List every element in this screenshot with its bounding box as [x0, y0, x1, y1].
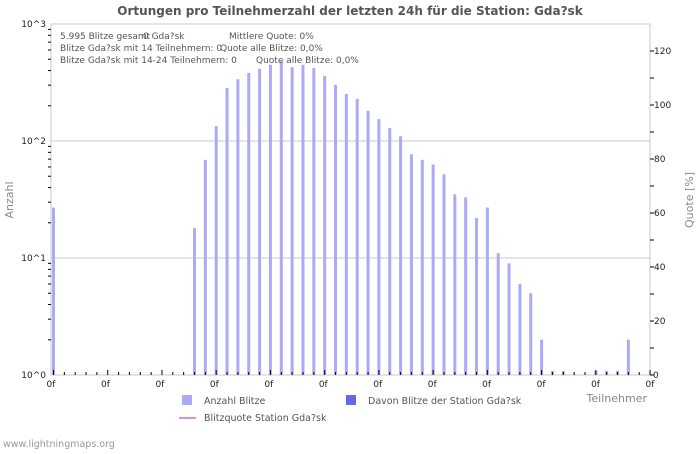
x-tick-label: 0f — [537, 380, 547, 390]
bar — [431, 164, 435, 375]
bar — [301, 64, 305, 375]
x-tick-label: 0f — [373, 380, 383, 390]
bar — [420, 159, 424, 375]
info-mean-quote: Mittlere Quote: 0% — [229, 32, 314, 42]
y-tick-label: 10^0 — [21, 371, 46, 381]
legend-label-quote: Blitzquote Station Gda?sk — [204, 413, 327, 424]
x-axis-label: Teilnehmer — [586, 392, 648, 405]
legend-label-station: Davon Blitze der Station Gda?sk — [368, 396, 522, 407]
left-y-axis: 10^0 10^1 10^2 10^3 — [21, 20, 51, 381]
x-tick-label: 0f — [428, 380, 438, 390]
info-14-24-quote: Quote alle Blitze: 0,0% — [256, 56, 359, 66]
y-tick-label: 10^1 — [21, 254, 46, 264]
info-14-quote: Quote alle Blitze: 0,0% — [220, 44, 323, 54]
y2-tick-label: 120 — [654, 47, 671, 57]
bar — [334, 84, 338, 376]
info-14-participants: Blitze Gda?sk mit 14 Teilnehmern: 0 — [60, 44, 222, 54]
bars — [52, 61, 630, 376]
bar — [399, 136, 403, 375]
footer-source: www.lightningmaps.org — [3, 439, 115, 450]
bar — [203, 159, 207, 375]
grid-lines — [51, 140, 650, 259]
bar — [344, 94, 348, 376]
x-tick-label: 0f — [47, 380, 57, 390]
chart-title: Ortungen pro Teilnehmerzahl der letzten … — [117, 4, 583, 18]
x-tick-label: 0f — [101, 380, 111, 390]
bar — [529, 293, 533, 375]
legend-swatch-anzahl — [182, 395, 192, 405]
plot-frame — [50, 23, 651, 376]
y-tick-label: 10^2 — [21, 137, 46, 147]
bar — [258, 68, 262, 375]
legend-swatch-station — [346, 395, 356, 405]
bar — [475, 217, 479, 375]
y-axis-label: Anzahl — [3, 181, 16, 218]
y2-tick-label: 80 — [654, 155, 666, 165]
x-axis: 0f 0f 0f 0f 0f 0f 0f 0f 0f 0f 0f 0f — [47, 370, 656, 390]
bar — [388, 128, 392, 375]
y2-tick-label: 40 — [654, 263, 666, 273]
bar — [540, 339, 544, 375]
bar — [52, 207, 55, 375]
bar — [442, 174, 446, 375]
bar — [453, 194, 457, 375]
info-total: 5.995 Blitze gesamt — [60, 32, 151, 42]
y2-tick-label: 100 — [654, 101, 671, 111]
legend-label-anzahl: Anzahl Blitze — [204, 396, 266, 407]
y2-tick-label: 60 — [654, 209, 666, 219]
info-station-count: 0 Gda?sk — [143, 32, 185, 42]
y-tick-label: 10^3 — [21, 20, 46, 30]
y2-axis-label: Quote [%] — [683, 172, 696, 228]
legend: Anzahl Blitze Davon Blitze der Station G… — [179, 395, 522, 424]
bar — [290, 67, 294, 376]
bar — [268, 64, 272, 375]
bar — [247, 72, 251, 375]
x-tick-label: 0f — [319, 380, 329, 390]
bar — [214, 126, 218, 375]
bar — [193, 228, 197, 375]
bar — [485, 207, 489, 375]
bar — [323, 75, 327, 376]
bar — [355, 98, 359, 376]
bar — [507, 263, 511, 375]
right-y-axis: 0 20 40 60 80 100 120 — [650, 47, 671, 381]
bar — [236, 79, 240, 375]
x-tick-label: 0f — [591, 380, 601, 390]
bar — [377, 119, 381, 375]
x-tick-label: 0f — [482, 380, 492, 390]
bar — [279, 61, 283, 375]
bar — [409, 154, 413, 375]
info-14-24-participants: Blitze Gda?sk mit 14-24 Teilnehmern: 0 — [60, 56, 237, 66]
y2-tick-label: 0 — [653, 371, 659, 381]
x-tick-label: 0f — [210, 380, 220, 390]
bar — [312, 68, 316, 375]
bar — [518, 283, 522, 375]
y2-tick-label: 20 — [654, 317, 666, 327]
bar — [225, 87, 229, 375]
x-tick-label: 0f — [646, 380, 656, 390]
bar — [366, 110, 370, 375]
x-tick-label: 0f — [155, 380, 165, 390]
bar — [626, 339, 630, 375]
x-tick-label: 0f — [264, 380, 274, 390]
info-box: 5.995 Blitze gesamt 0 Gda?sk Mittlere Qu… — [60, 32, 359, 66]
bar — [464, 197, 468, 375]
bar — [496, 253, 500, 375]
